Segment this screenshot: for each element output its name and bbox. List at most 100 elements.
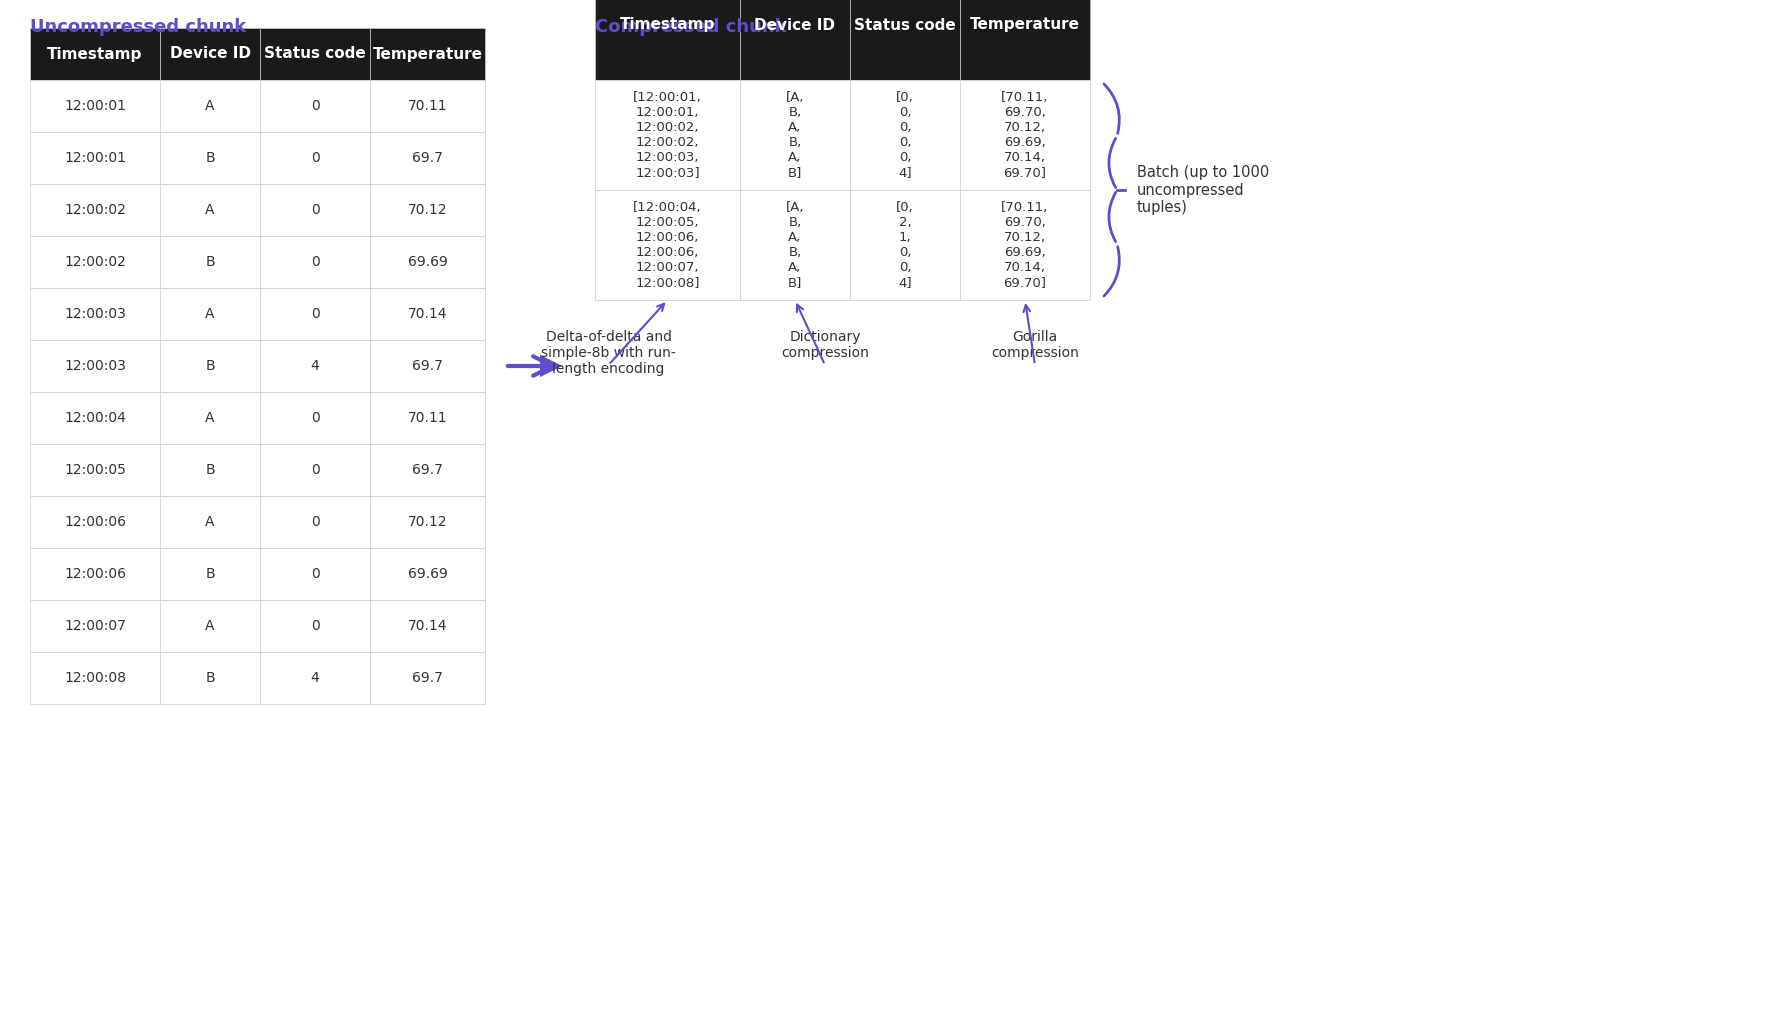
FancyBboxPatch shape	[30, 600, 159, 652]
Text: 70.11: 70.11	[409, 99, 448, 113]
Text: 12:00:07: 12:00:07	[65, 619, 125, 633]
FancyBboxPatch shape	[369, 444, 486, 496]
Text: 69.7: 69.7	[412, 671, 443, 685]
Text: 12:00:04: 12:00:04	[65, 411, 125, 425]
FancyBboxPatch shape	[961, 0, 1090, 80]
Text: 12:00:06: 12:00:06	[65, 515, 125, 529]
FancyBboxPatch shape	[260, 236, 369, 288]
Text: 0: 0	[310, 566, 319, 581]
Text: 69.7: 69.7	[412, 359, 443, 373]
Text: [70.11,
69.70,
70.12,
69.69,
70.14,
69.70]: [70.11, 69.70, 70.12, 69.69, 70.14, 69.7…	[1002, 91, 1048, 179]
FancyBboxPatch shape	[369, 496, 486, 548]
Text: B: B	[206, 566, 215, 581]
Text: 0: 0	[310, 464, 319, 477]
FancyBboxPatch shape	[740, 80, 849, 190]
Text: 0: 0	[310, 255, 319, 269]
Text: [12:00:01,
12:00:01,
12:00:02,
12:00:02,
12:00:03,
12:00:03]: [12:00:01, 12:00:01, 12:00:02, 12:00:02,…	[633, 91, 702, 179]
FancyBboxPatch shape	[159, 28, 260, 80]
Text: 0: 0	[310, 411, 319, 425]
FancyBboxPatch shape	[30, 392, 159, 444]
FancyBboxPatch shape	[260, 132, 369, 184]
Text: Temperature: Temperature	[373, 46, 482, 62]
Text: 0: 0	[310, 203, 319, 217]
FancyBboxPatch shape	[30, 444, 159, 496]
FancyBboxPatch shape	[961, 80, 1090, 190]
Text: Compressed chunk: Compressed chunk	[595, 18, 787, 36]
Text: B: B	[206, 255, 215, 269]
FancyBboxPatch shape	[30, 236, 159, 288]
Text: Uncompressed chunk: Uncompressed chunk	[30, 18, 246, 36]
Text: B: B	[206, 464, 215, 477]
FancyBboxPatch shape	[30, 184, 159, 236]
FancyBboxPatch shape	[159, 652, 260, 703]
Text: A: A	[206, 619, 215, 633]
FancyBboxPatch shape	[260, 80, 369, 132]
Text: A: A	[206, 203, 215, 217]
Text: 12:00:08: 12:00:08	[65, 671, 125, 685]
Text: 70.14: 70.14	[409, 619, 448, 633]
FancyBboxPatch shape	[369, 652, 486, 703]
FancyBboxPatch shape	[30, 132, 159, 184]
Text: A: A	[206, 515, 215, 529]
FancyBboxPatch shape	[30, 80, 159, 132]
FancyBboxPatch shape	[260, 184, 369, 236]
FancyBboxPatch shape	[369, 236, 486, 288]
FancyBboxPatch shape	[260, 652, 369, 703]
Text: [70.11,
69.70,
70.12,
69.69,
70.14,
69.70]: [70.11, 69.70, 70.12, 69.69, 70.14, 69.7…	[1002, 201, 1048, 289]
Text: Delta-of-delta and
simple-8b with run-
length encoding: Delta-of-delta and simple-8b with run- l…	[541, 330, 676, 376]
FancyBboxPatch shape	[740, 190, 849, 300]
FancyBboxPatch shape	[369, 340, 486, 392]
FancyBboxPatch shape	[369, 600, 486, 652]
FancyBboxPatch shape	[260, 496, 369, 548]
Text: 12:00:06: 12:00:06	[65, 566, 125, 581]
Text: [0,
2,
1,
0,
0,
4]: [0, 2, 1, 0, 0, 4]	[896, 201, 914, 289]
Text: 12:00:02: 12:00:02	[65, 255, 125, 269]
FancyBboxPatch shape	[260, 392, 369, 444]
Text: 0: 0	[310, 151, 319, 165]
FancyBboxPatch shape	[159, 340, 260, 392]
Text: 0: 0	[310, 99, 319, 113]
FancyBboxPatch shape	[849, 0, 961, 80]
FancyBboxPatch shape	[849, 190, 961, 300]
FancyBboxPatch shape	[159, 392, 260, 444]
FancyBboxPatch shape	[159, 600, 260, 652]
FancyBboxPatch shape	[159, 80, 260, 132]
Text: 12:00:01: 12:00:01	[65, 99, 125, 113]
Text: Status code: Status code	[855, 18, 955, 33]
Text: 0: 0	[310, 619, 319, 633]
FancyBboxPatch shape	[260, 600, 369, 652]
Text: 12:00:01: 12:00:01	[65, 151, 125, 165]
FancyBboxPatch shape	[159, 548, 260, 600]
Text: [12:00:04,
12:00:05,
12:00:06,
12:00:06,
12:00:07,
12:00:08]: [12:00:04, 12:00:05, 12:00:06, 12:00:06,…	[633, 201, 702, 289]
Text: Timestamp: Timestamp	[47, 46, 143, 62]
Text: Device ID: Device ID	[754, 18, 835, 33]
Text: 69.69: 69.69	[407, 255, 448, 269]
FancyBboxPatch shape	[260, 28, 369, 80]
Text: [A,
B,
A,
B,
A,
B]: [A, B, A, B, A, B]	[785, 91, 805, 179]
FancyBboxPatch shape	[260, 288, 369, 340]
Text: 69.7: 69.7	[412, 151, 443, 165]
Text: A: A	[206, 99, 215, 113]
FancyBboxPatch shape	[595, 0, 740, 80]
FancyBboxPatch shape	[260, 444, 369, 496]
FancyBboxPatch shape	[595, 80, 740, 190]
Text: 70.12: 70.12	[409, 203, 448, 217]
Text: [A,
B,
A,
B,
A,
B]: [A, B, A, B, A, B]	[785, 201, 805, 289]
Text: 12:00:05: 12:00:05	[65, 464, 125, 477]
FancyBboxPatch shape	[30, 548, 159, 600]
Text: Gorilla
compression: Gorilla compression	[991, 330, 1079, 360]
FancyBboxPatch shape	[159, 132, 260, 184]
FancyBboxPatch shape	[849, 80, 961, 190]
Text: Batch (up to 1000
uncompressed
tuples): Batch (up to 1000 uncompressed tuples)	[1136, 165, 1269, 215]
FancyBboxPatch shape	[260, 548, 369, 600]
Text: 69.7: 69.7	[412, 464, 443, 477]
Text: Timestamp: Timestamp	[620, 18, 715, 33]
FancyBboxPatch shape	[159, 236, 260, 288]
Text: Dictionary
compression: Dictionary compression	[781, 330, 869, 360]
Text: [0,
0,
0,
0,
0,
4]: [0, 0, 0, 0, 0, 4]	[896, 91, 914, 179]
FancyBboxPatch shape	[369, 392, 486, 444]
Text: A: A	[206, 411, 215, 425]
FancyBboxPatch shape	[961, 190, 1090, 300]
FancyBboxPatch shape	[30, 652, 159, 703]
FancyBboxPatch shape	[369, 132, 486, 184]
